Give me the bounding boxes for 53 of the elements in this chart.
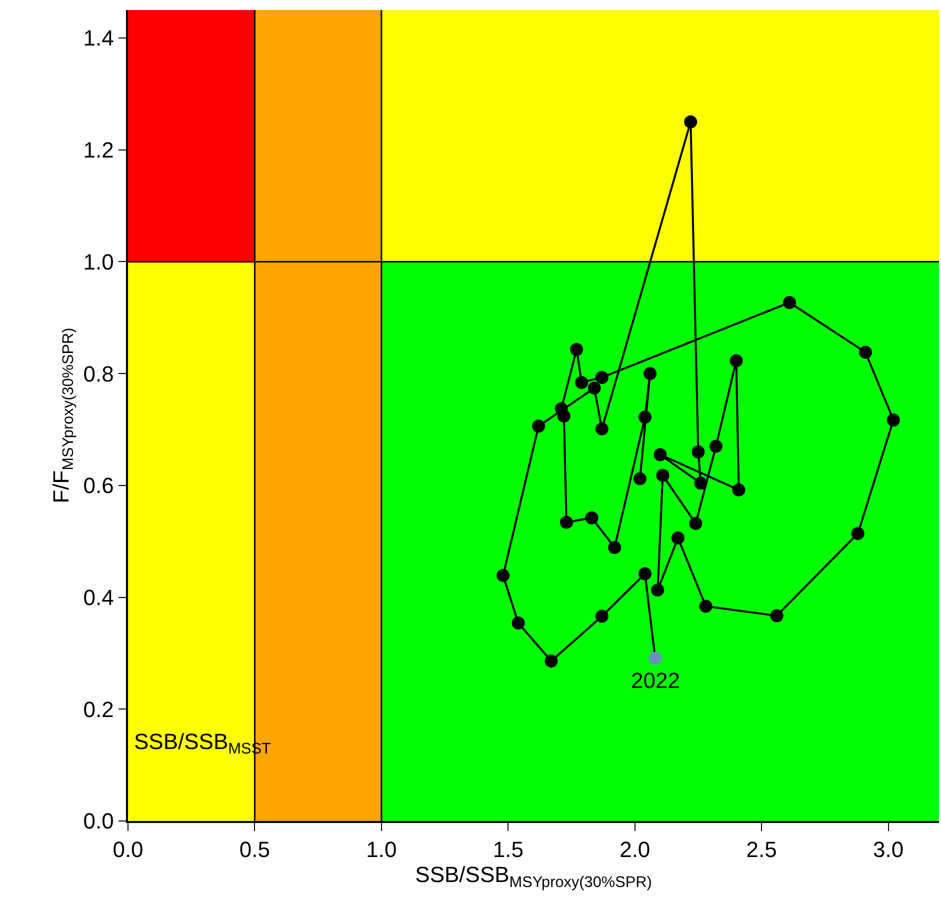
point: [654, 448, 667, 462]
x-tick-label: 0.5: [239, 837, 270, 862]
point: [575, 376, 588, 389]
y-tick-label: 0.2: [83, 696, 114, 722]
point: [608, 541, 622, 554]
point: [732, 483, 746, 496]
x-axis-title: SSB/SSB$_{MSYproxy(30%SPR)}$: [415, 862, 652, 891]
point: [648, 652, 662, 665]
point: [709, 440, 722, 453]
point: [644, 367, 657, 380]
point: [595, 422, 608, 436]
point: [588, 382, 601, 395]
point: [689, 516, 702, 530]
x-tick-label: 1.0: [366, 837, 397, 862]
x-tick-label: 3.0: [873, 837, 904, 862]
point: [570, 343, 584, 356]
point: [859, 346, 872, 359]
point: [585, 511, 598, 524]
point: [694, 476, 708, 490]
y-tick-label: 1.0: [83, 249, 114, 274]
point: [782, 296, 796, 310]
point: [886, 413, 900, 426]
annotation: 2022: [631, 668, 680, 693]
point: [851, 527, 864, 540]
y-tick-label: 0.0: [83, 808, 114, 834]
point: [730, 354, 743, 368]
x-tick-label: 2.5: [746, 837, 777, 862]
point: [770, 609, 784, 622]
x-tick-label: 1.5: [492, 837, 524, 862]
y-tick-label: 0.4: [83, 584, 114, 610]
point: [638, 410, 652, 424]
point: [560, 516, 573, 529]
point: [512, 616, 525, 630]
point: [671, 531, 684, 544]
point: [684, 115, 698, 128]
y-tick-label: 0.8: [83, 361, 114, 386]
point: [595, 370, 608, 384]
point: [595, 610, 608, 623]
point: [633, 472, 646, 486]
point: [496, 568, 510, 582]
x-tick-label: 2.0: [620, 837, 650, 862]
point: [692, 445, 705, 458]
point: [532, 420, 546, 433]
x-tick-label: 0.0: [112, 837, 144, 862]
point: [651, 584, 664, 596]
point: [544, 654, 558, 668]
y-tick-label: 1.4: [83, 26, 114, 51]
y-tick-label: 0.6: [83, 473, 114, 498]
y-tick-label: 1.2: [83, 138, 114, 163]
point: [638, 567, 652, 580]
point: [699, 600, 712, 613]
point: [656, 468, 670, 482]
point: [554, 402, 568, 416]
